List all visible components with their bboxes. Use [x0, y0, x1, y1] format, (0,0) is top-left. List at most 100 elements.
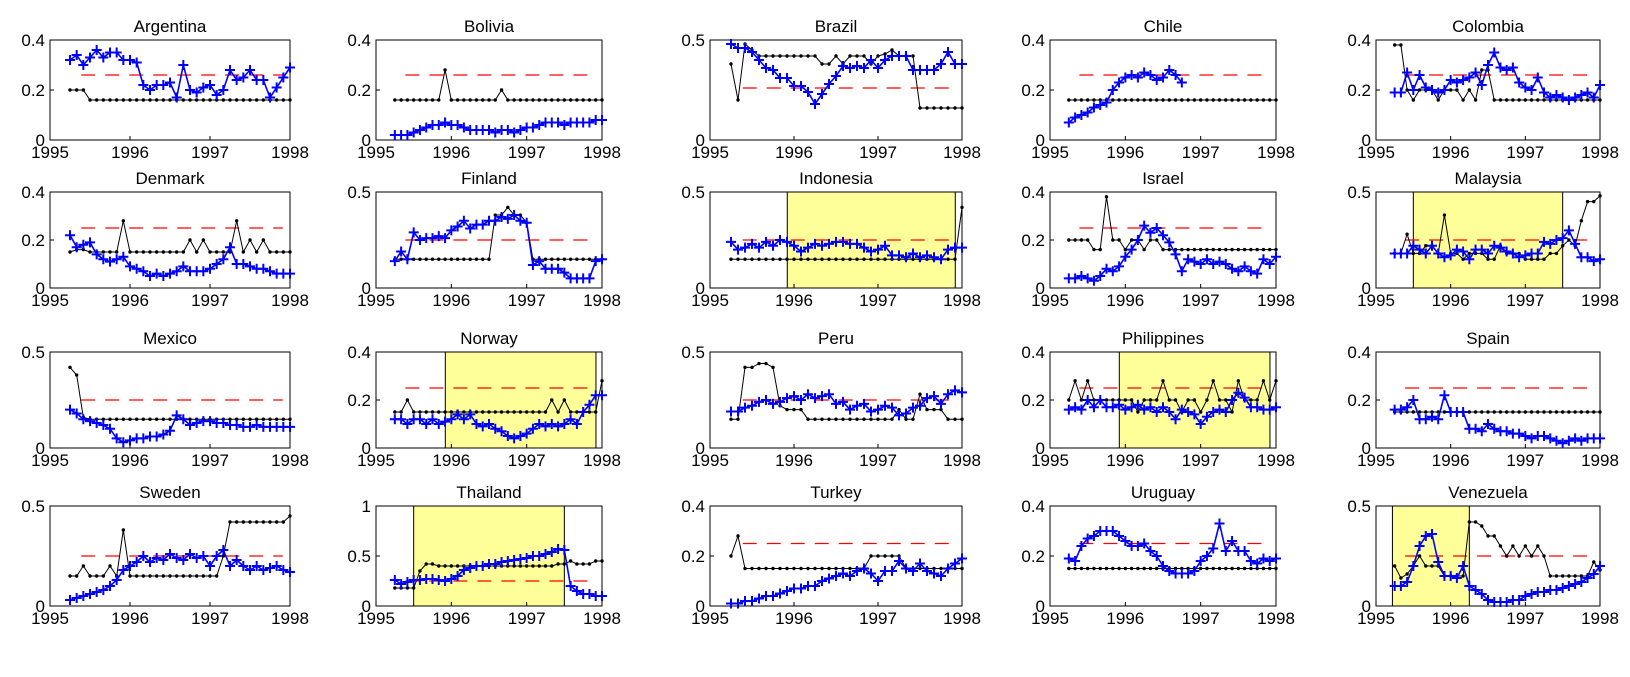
- data-point: [1198, 410, 1203, 414]
- x-tick-label: 1995: [31, 291, 69, 310]
- data-point: [540, 549, 551, 559]
- x-tick-label: 1997: [191, 143, 229, 162]
- data-point: [1129, 98, 1134, 102]
- data-point: [562, 398, 567, 402]
- subplot-israel: Israel 0 0.2 0.4 1995 1996 1997 1998: [1021, 169, 1295, 310]
- x-tick-label: 1997: [1506, 291, 1544, 310]
- data-point: [221, 250, 226, 254]
- data-point: [185, 85, 195, 95]
- data-point: [817, 391, 827, 402]
- data-point: [1088, 102, 1099, 113]
- data-point: [1476, 589, 1487, 599]
- data-point: [1526, 589, 1537, 599]
- data-point: [1554, 410, 1559, 414]
- data-point: [771, 566, 775, 571]
- data-point: [1576, 435, 1587, 446]
- data-point: [792, 257, 796, 261]
- data-point: [1114, 261, 1125, 272]
- data-point: [824, 238, 834, 249]
- data-point: [869, 554, 873, 558]
- x-tick-label: 1995: [357, 451, 395, 470]
- data-point: [165, 77, 175, 88]
- data-point: [813, 54, 817, 58]
- data-point: [1129, 398, 1134, 402]
- data-point: [1211, 379, 1215, 383]
- data-point: [1098, 566, 1102, 571]
- data-point: [524, 564, 529, 568]
- data-point: [245, 65, 255, 75]
- data-point: [1261, 98, 1266, 102]
- data-point: [806, 566, 810, 571]
- data-point: [1192, 398, 1197, 402]
- y-tick-label: 0: [36, 439, 45, 458]
- data-point: [918, 392, 922, 396]
- data-point: [114, 98, 119, 102]
- data-point: [757, 361, 761, 366]
- data-point: [1483, 60, 1493, 70]
- data-point: [778, 566, 782, 571]
- x-tick-label: 1995: [31, 609, 69, 628]
- data-point: [248, 417, 252, 421]
- data-point: [1433, 414, 1444, 425]
- data-point: [750, 365, 754, 370]
- data-point: [1073, 98, 1077, 102]
- data-point: [550, 257, 554, 261]
- data-point: [1588, 569, 1599, 579]
- data-point: [1504, 98, 1509, 102]
- data-point: [543, 410, 548, 414]
- data-point: [258, 75, 269, 85]
- data-point: [1411, 98, 1416, 102]
- data-point: [792, 407, 796, 412]
- data-point: [440, 233, 451, 244]
- data-point: [936, 59, 946, 69]
- data-point: [1595, 433, 1605, 444]
- data-point: [1480, 68, 1484, 72]
- data-point: [161, 574, 166, 578]
- data-point: [834, 417, 838, 421]
- data-point: [261, 520, 266, 524]
- data-point: [834, 54, 838, 58]
- x-tick-label: 1998: [1581, 451, 1619, 470]
- data-point: [128, 574, 132, 578]
- data-point: [584, 589, 595, 599]
- data-point: [810, 581, 820, 591]
- data-point: [1489, 47, 1500, 58]
- subplot-bolivia: Bolivia 0 0.2 0.4 1995 1996 1997 1998: [347, 17, 621, 162]
- data-point: [245, 421, 255, 432]
- data-point: [1111, 98, 1115, 102]
- data-point: [834, 257, 838, 261]
- data-point: [559, 545, 570, 555]
- data-point: [1526, 433, 1537, 444]
- data-point: [1158, 230, 1168, 241]
- data-point: [88, 98, 92, 102]
- x-tick-label: 1995: [1357, 451, 1395, 470]
- y-tick-label: 0.5: [1347, 183, 1371, 202]
- data-point: [901, 51, 911, 61]
- data-point: [1523, 98, 1528, 102]
- data-point: [424, 257, 428, 261]
- series-line: [394, 206, 602, 260]
- data-point: [1268, 98, 1272, 102]
- subplot-title: Denmark: [136, 169, 205, 188]
- data-point: [118, 437, 129, 448]
- data-point: [515, 431, 526, 441]
- data-point: [747, 47, 757, 57]
- series-line: [70, 515, 291, 578]
- data-point: [1230, 247, 1234, 252]
- data-point: [1211, 247, 1215, 252]
- data-point: [960, 205, 964, 210]
- data-point: [1120, 536, 1131, 546]
- data-point: [1539, 431, 1549, 441]
- data-point: [1189, 566, 1200, 576]
- data-point: [437, 257, 441, 261]
- data-point: [1107, 266, 1118, 277]
- data-point: [1195, 556, 1206, 566]
- data-point: [168, 417, 172, 421]
- data-point: [1563, 225, 1574, 236]
- data-point: [430, 410, 435, 414]
- data-point: [238, 561, 249, 571]
- data-point: [820, 257, 824, 261]
- data-point: [1107, 85, 1118, 95]
- data-point: [98, 419, 109, 430]
- data-point: [402, 254, 413, 265]
